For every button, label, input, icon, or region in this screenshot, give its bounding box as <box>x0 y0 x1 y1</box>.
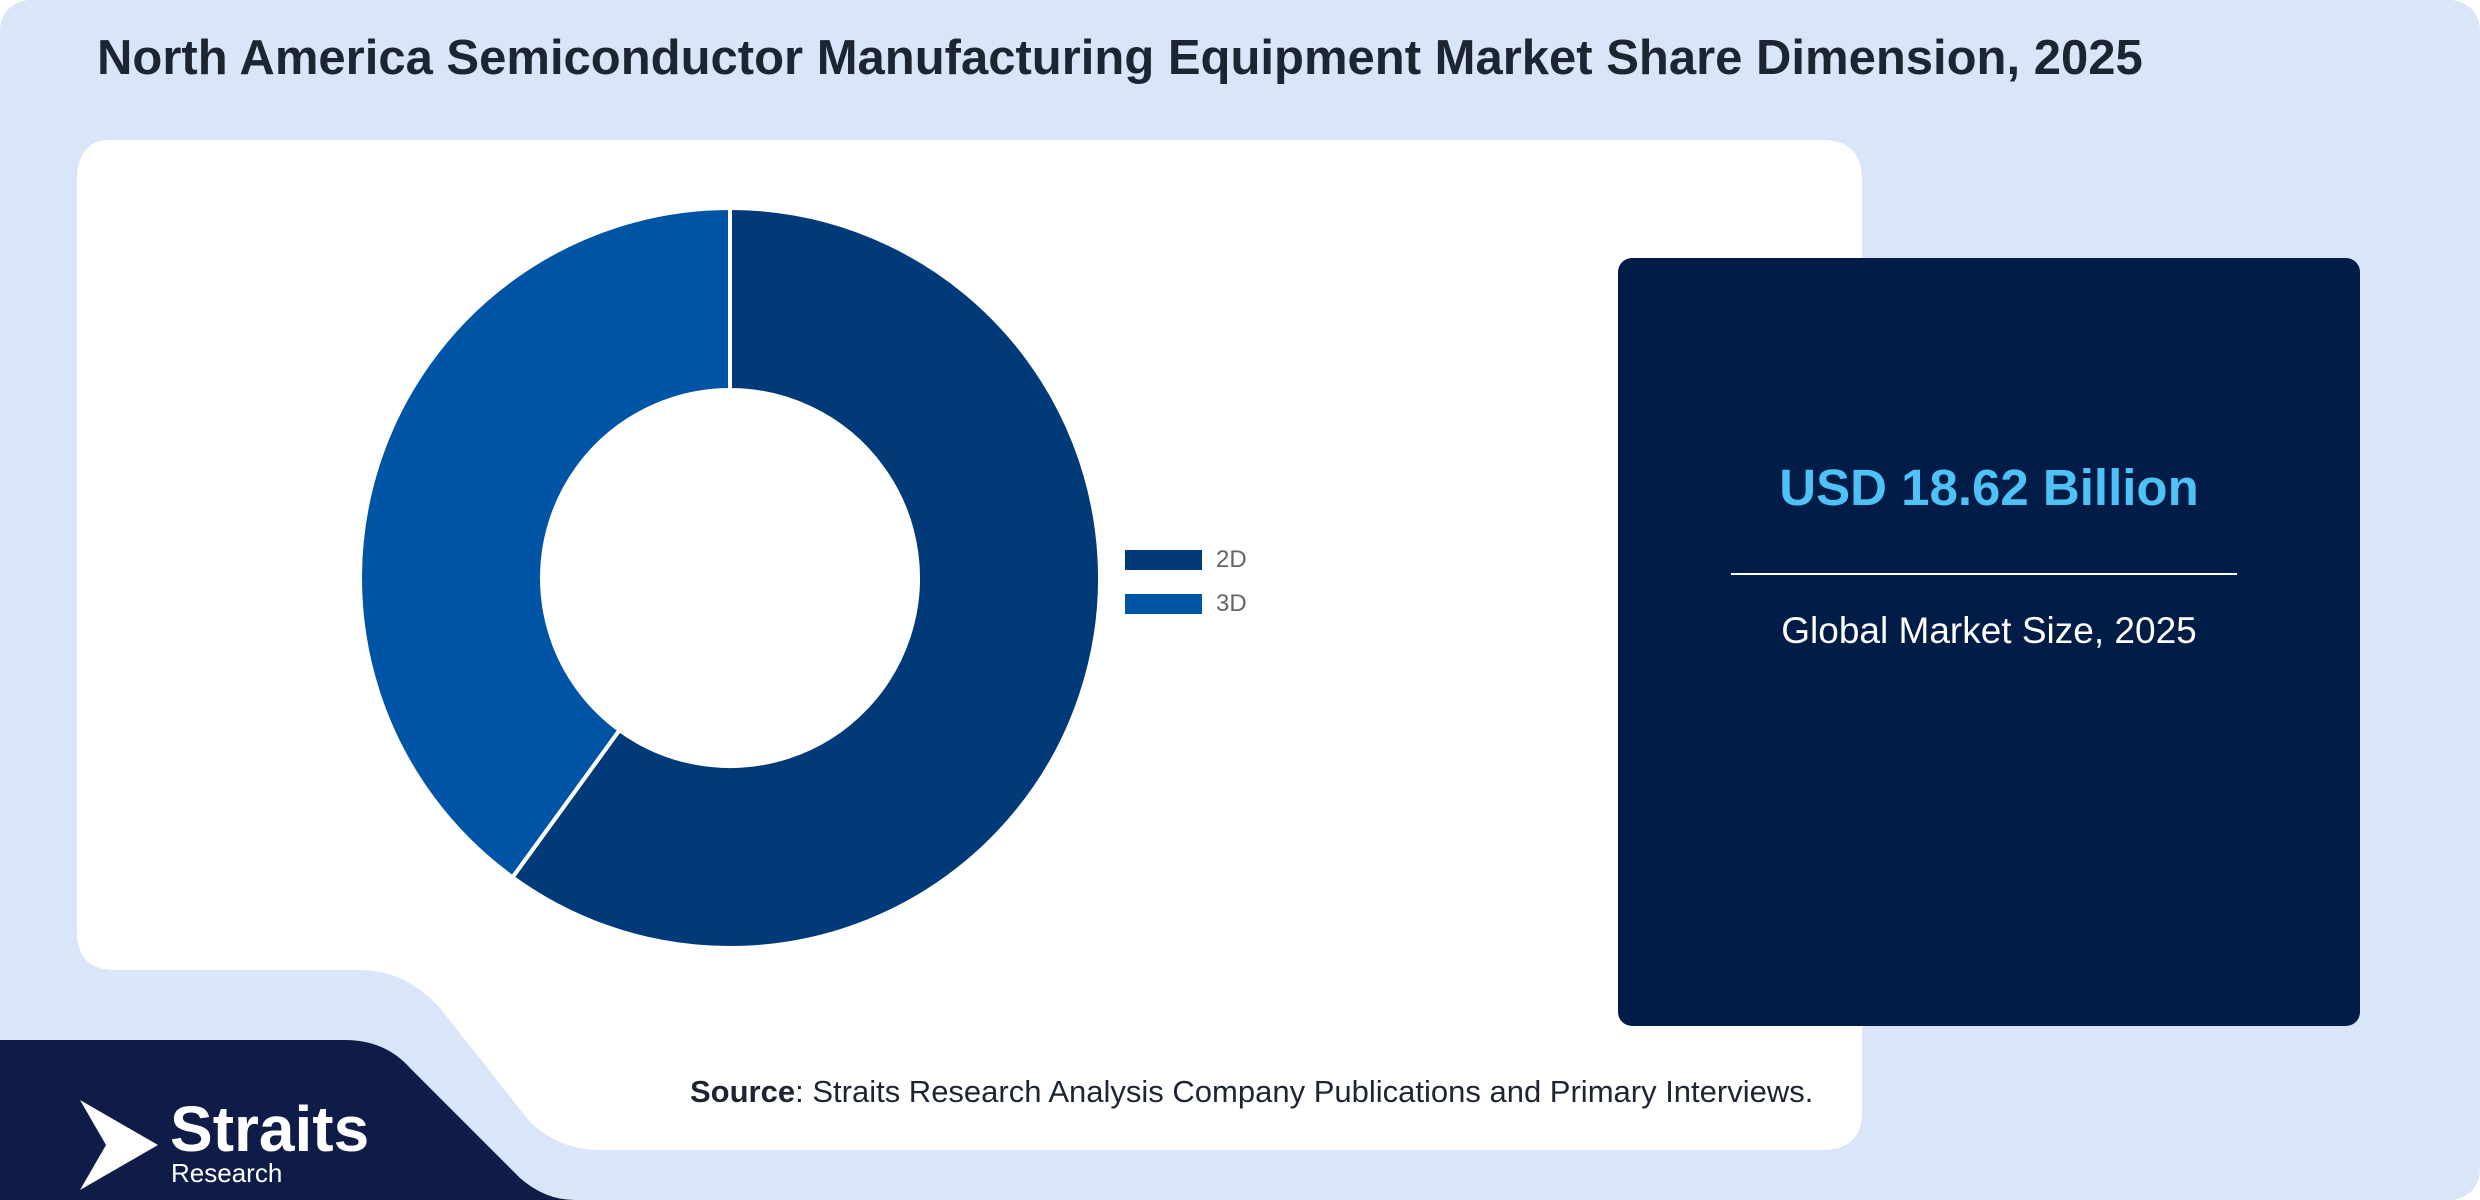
legend-label-2d: 2D <box>1216 546 1247 573</box>
straits-arrow-icon <box>80 1100 158 1190</box>
market-size-value: USD 18.62 Billion <box>1779 459 2199 516</box>
panel-divider <box>1731 573 2237 575</box>
legend-swatch-2d <box>1125 550 1202 570</box>
logo-name: Straits <box>170 1093 370 1165</box>
source-note: Source: Straits Research Analysis Compan… <box>690 1074 1813 1110</box>
legend-label-3d: 3D <box>1216 590 1247 617</box>
legend-swatch-3d <box>1125 594 1202 614</box>
donut-slice-2d <box>509 205 1102 950</box>
logo-subtitle: Research <box>171 1158 283 1188</box>
legend-item-3d: 3D <box>1125 582 1247 626</box>
logo-band <box>0 1040 575 1200</box>
chart-legend: 2D 3D <box>1125 538 1247 626</box>
legend-item-2d: 2D <box>1125 538 1247 582</box>
market-size-panel: USD 18.62 Billion Global Market Size, 20… <box>1618 258 2360 1026</box>
donut-slice-3d <box>358 205 732 881</box>
page-title: North America Semiconductor Manufacturin… <box>97 31 2143 85</box>
market-size-caption: Global Market Size, 2025 <box>1781 610 2197 651</box>
source-label: Source <box>690 1074 796 1109</box>
source-text: : Straits Research Analysis Company Publ… <box>795 1074 1814 1109</box>
